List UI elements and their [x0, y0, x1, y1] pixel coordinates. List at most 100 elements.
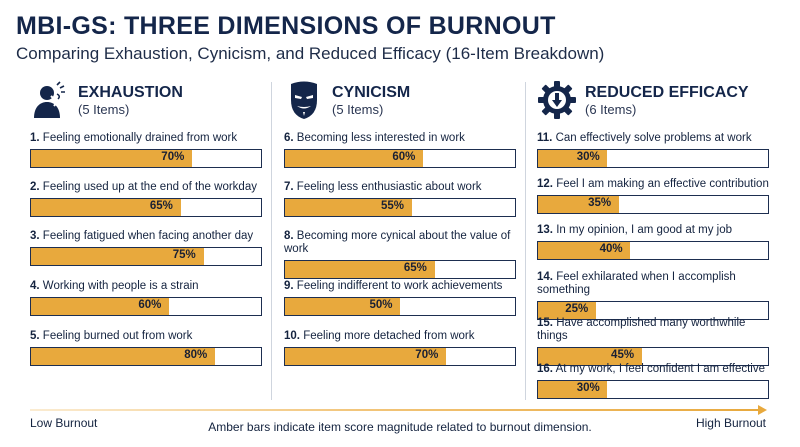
item-text: Feeling more detached from work: [303, 330, 475, 342]
item-text: Feeling fatigued when facing another day: [42, 230, 254, 242]
bar-track: 30%: [537, 149, 769, 168]
bar-value-label: 60%: [138, 299, 162, 311]
bar-track: 60%: [30, 297, 262, 316]
arrow-right-icon: [758, 405, 767, 415]
bar-item: 4. Working with people is a strain 60%: [30, 280, 262, 316]
panel-title: EXHAUSTION: [78, 84, 183, 101]
stressed-person-icon: [30, 80, 70, 120]
bar-track: 70%: [30, 149, 262, 168]
bar-track: 65%: [30, 198, 262, 217]
item-number: 9.: [284, 280, 294, 292]
bar-value-label: 60%: [392, 151, 416, 163]
bar-value-label: 35%: [588, 197, 612, 209]
panel-header: REDUCED EFFICACY (6 Items): [537, 80, 773, 124]
panel-header: EXHAUSTION (5 Items): [30, 80, 266, 124]
mask-icon: [284, 80, 324, 120]
bar-item: 11. Can effectively solve problems at wo…: [537, 132, 769, 168]
bar-track: 25%: [537, 301, 769, 320]
bar-item: 15. Have accomplished many worthwhile th…: [537, 317, 769, 366]
bar-fill: [31, 248, 204, 265]
bar-item: 2. Feeling used up at the end of the wor…: [30, 181, 262, 217]
bar-track: 50%: [284, 297, 516, 316]
bar-item: 1. Feeling emotionally drained from work…: [30, 132, 262, 168]
item-number: 8.: [284, 230, 294, 242]
bar-item: 14. Feel exhilarated when I accomplish s…: [537, 271, 769, 320]
bar-track: 65%: [284, 260, 516, 279]
bar-label: 4. Working with people is a strain: [30, 280, 262, 293]
bar-fill: [538, 150, 607, 167]
bar-track: 45%: [537, 347, 769, 366]
bar-value-label: 50%: [369, 299, 393, 311]
bar-item: 9. Feeling indifferent to work achieveme…: [284, 280, 516, 316]
item-text: In my opinion, I am good at my job: [556, 224, 732, 236]
bar-track: 55%: [284, 198, 516, 217]
item-number: 1.: [30, 132, 40, 144]
low-burnout-label: Low Burnout: [30, 416, 98, 430]
item-text: Feel exhilarated when I accomplish somet…: [537, 271, 736, 296]
bar-value-label: 65%: [403, 262, 427, 274]
item-number: 3.: [30, 230, 40, 242]
bar-label: 16. At my work, I feel confident I am ef…: [537, 363, 769, 376]
panel-exhaustion: EXHAUSTION (5 Items) 1. Feeling emotiona…: [30, 80, 266, 366]
bar-label: 10. Feeling more detached from work: [284, 330, 516, 343]
panel-item-count: (6 Items): [585, 102, 637, 117]
chart-subtitle: Comparing Exhaustion, Cynicism, and Redu…: [16, 44, 605, 63]
gear-down-arrow-icon: [537, 80, 577, 120]
item-text: Feeling less enthusiastic about work: [296, 181, 482, 193]
bar-value-label: 80%: [184, 349, 208, 361]
bar-value-label: 75%: [172, 249, 196, 261]
burnout-scale-line: [30, 409, 760, 411]
bar-track: 60%: [284, 149, 516, 168]
item-number: 10.: [284, 330, 300, 342]
item-text: Feeling burned out from work: [42, 330, 193, 342]
bar-label: 8. Becoming more cynical about the value…: [284, 230, 516, 256]
bar-value-label: 55%: [380, 200, 404, 212]
bar-item: 5. Feeling burned out from work 80%: [30, 330, 262, 366]
bar-fill: [31, 150, 192, 167]
item-text: Feeling indifferent to work achievements: [296, 280, 503, 292]
bar-track: 75%: [30, 247, 262, 266]
bar-value-label: 70%: [415, 349, 439, 361]
bar-fill: [285, 261, 435, 278]
bar-fill: [538, 302, 596, 319]
bar-fill: [31, 348, 215, 365]
bar-label: 14. Feel exhilarated when I accomplish s…: [537, 271, 769, 297]
item-number: 14.: [537, 271, 553, 283]
item-number: 12.: [537, 178, 553, 190]
bar-value-label: 40%: [599, 243, 623, 255]
bar-track: 70%: [284, 347, 516, 366]
item-text: Feeling emotionally drained from work: [42, 132, 238, 144]
item-number: 4.: [30, 280, 40, 292]
bar-fill: [538, 242, 630, 259]
item-number: 6.: [284, 132, 294, 144]
item-text: Working with people is a strain: [42, 280, 199, 292]
bar-item: 3. Feeling fatigued when facing another …: [30, 230, 262, 266]
bar-fill: [31, 298, 169, 315]
panel-header: CYNICISM (5 Items): [284, 80, 520, 124]
bar-value-label: 70%: [161, 151, 185, 163]
bar-label: 15. Have accomplished many worthwhile th…: [537, 317, 769, 343]
bar-track: 30%: [537, 380, 769, 399]
item-text: Becoming less interested in work: [296, 132, 465, 144]
bar-item: 8. Becoming more cynical about the value…: [284, 230, 516, 279]
bar-fill: [538, 348, 642, 365]
bar-fill: [285, 199, 412, 216]
bar-item: 7. Feeling less enthusiastic about work 5…: [284, 181, 516, 217]
bar-fill: [285, 150, 423, 167]
item-number: 16.: [537, 363, 553, 375]
item-text: Have accomplished many worthwhile things: [537, 317, 746, 342]
chart-title: MBI-GS: THREE DIMENSIONS OF BURNOUT: [16, 12, 556, 40]
bar-value-label: 30%: [576, 382, 600, 394]
panel-item-count: (5 Items): [332, 102, 384, 117]
panel-title: REDUCED EFFICACY: [585, 84, 749, 101]
item-text: Feel I am making an effective contributi…: [556, 178, 769, 190]
bar-fill: [538, 196, 619, 213]
bar-label: 13. In my opinion, I am good at my job: [537, 224, 769, 237]
bar-label: 2. Feeling used up at the end of the wor…: [30, 181, 262, 194]
chart-footnote: Amber bars indicate item score magnitude…: [208, 420, 592, 434]
bar-track: 80%: [30, 347, 262, 366]
bar-label: 3. Feeling fatigued when facing another …: [30, 230, 262, 243]
panel-divider: [525, 82, 526, 400]
bar-label: 6. Becoming less interested in work: [284, 132, 516, 145]
bar-label: 7. Feeling less enthusiastic about work: [284, 181, 516, 194]
